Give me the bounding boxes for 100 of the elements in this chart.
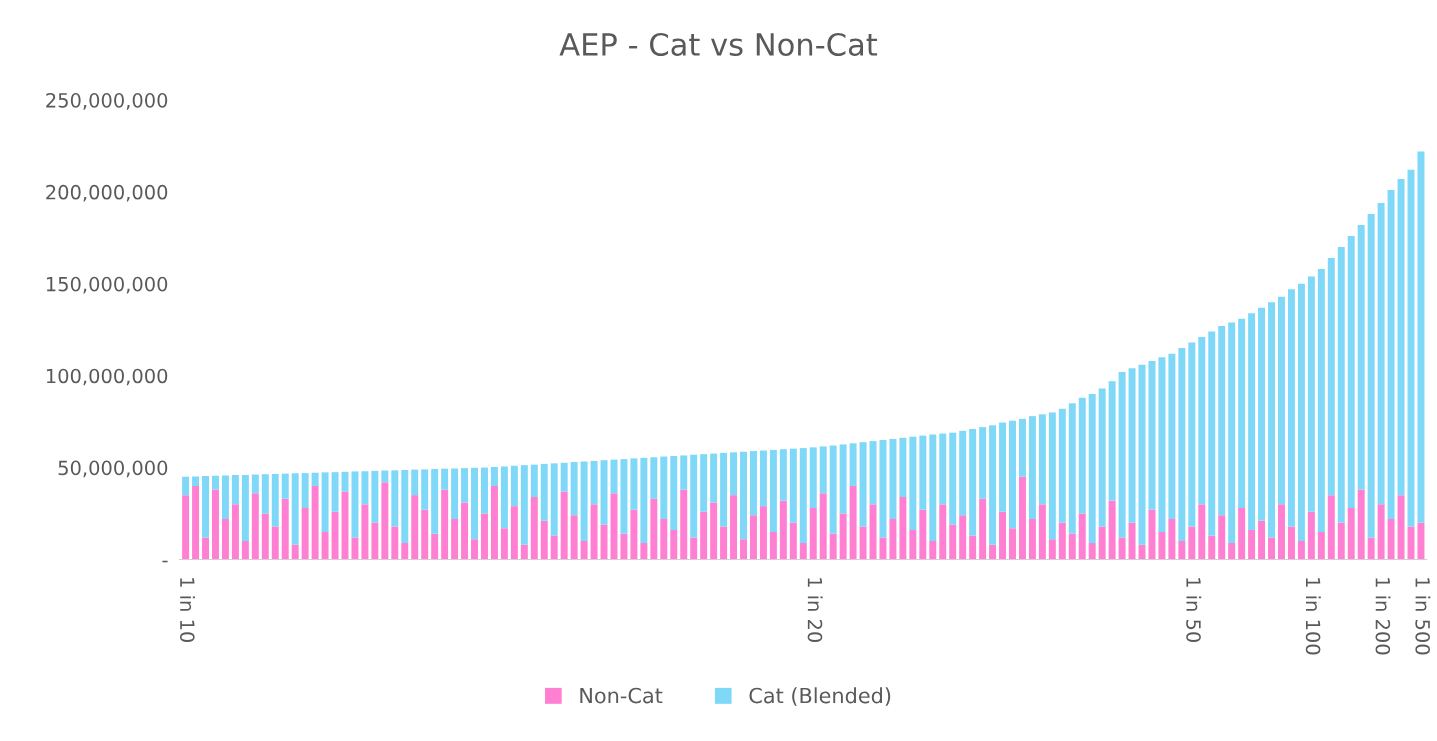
bar — [490, 485, 498, 560]
bar — [829, 533, 837, 560]
bar — [959, 430, 967, 516]
bar — [411, 469, 419, 496]
bar — [1377, 202, 1385, 505]
bar — [1038, 504, 1046, 560]
bar — [351, 537, 359, 560]
bar — [1248, 530, 1256, 560]
bar — [391, 526, 399, 560]
bar — [919, 509, 927, 560]
bar — [1088, 542, 1096, 560]
bar — [1337, 247, 1345, 523]
x-tick-label: 1 in 500 — [1415, 578, 1431, 655]
bar — [1009, 528, 1016, 560]
bar — [889, 519, 897, 560]
bar — [421, 509, 429, 560]
bar — [650, 457, 658, 499]
bar — [1048, 412, 1056, 540]
bar — [1357, 225, 1365, 490]
bar — [182, 495, 190, 560]
bar — [630, 458, 638, 510]
bar — [520, 544, 528, 560]
bar — [789, 448, 797, 523]
bar — [1258, 307, 1266, 521]
bar — [1268, 537, 1276, 560]
bar — [909, 436, 917, 531]
bar — [1148, 509, 1156, 560]
x-tick-label: 1 in 100 — [1305, 578, 1321, 655]
bar — [550, 463, 558, 536]
bar — [670, 530, 678, 560]
bar — [969, 428, 977, 536]
bar — [1367, 213, 1375, 538]
bar — [351, 471, 359, 538]
bar — [999, 422, 1007, 512]
bar — [560, 462, 568, 492]
bar — [1058, 522, 1066, 560]
bar — [1327, 258, 1335, 496]
bar — [480, 467, 488, 514]
bar — [560, 491, 568, 560]
bar — [421, 469, 429, 510]
bar — [500, 466, 508, 529]
bar — [261, 513, 269, 560]
bar — [979, 427, 987, 499]
bar — [939, 433, 947, 505]
bar — [192, 485, 200, 560]
bar — [759, 450, 767, 507]
bar — [859, 442, 867, 527]
bar — [530, 464, 538, 497]
bar — [202, 537, 210, 560]
bar — [939, 504, 947, 560]
bar — [1327, 495, 1335, 560]
bar — [431, 533, 439, 560]
bar — [949, 432, 957, 525]
bar — [1417, 522, 1425, 560]
bar — [1208, 535, 1216, 560]
bar — [1009, 420, 1016, 529]
bar — [461, 468, 469, 503]
bar — [281, 498, 289, 560]
bar — [1347, 508, 1355, 560]
bar — [291, 473, 299, 545]
bar — [1038, 414, 1046, 505]
bar — [690, 537, 698, 560]
bar — [1228, 542, 1236, 560]
bar — [1188, 342, 1196, 527]
bar — [1307, 511, 1315, 560]
bar — [949, 524, 957, 560]
bar — [251, 493, 259, 560]
bar — [401, 469, 409, 543]
bar — [660, 519, 668, 560]
bar — [809, 447, 817, 508]
bar — [1218, 326, 1226, 516]
bar — [251, 474, 259, 494]
y-tick-label: 200,000,000 — [46, 184, 168, 202]
bar — [1397, 495, 1405, 560]
bar — [411, 495, 419, 560]
bar — [331, 472, 339, 512]
bar — [839, 444, 847, 514]
bar — [919, 435, 927, 510]
bar — [221, 475, 229, 520]
x-tick-label: 1 in 20 — [807, 578, 823, 643]
bar — [1317, 531, 1325, 560]
bar — [1098, 388, 1106, 527]
bar — [451, 468, 459, 520]
bar — [819, 446, 827, 494]
bar — [1238, 508, 1246, 560]
bar — [740, 451, 747, 540]
bar — [471, 539, 478, 560]
chart-title: AEP - Cat vs Non-Cat — [559, 32, 878, 57]
bar — [1108, 500, 1116, 560]
bar — [1278, 504, 1285, 560]
bar — [769, 531, 777, 560]
bar — [650, 498, 658, 560]
bar — [281, 473, 289, 499]
bar — [271, 474, 279, 527]
bar — [630, 509, 638, 560]
bar — [1258, 520, 1266, 560]
bar — [620, 459, 628, 534]
bar — [690, 454, 698, 538]
bar — [999, 511, 1007, 560]
bar — [361, 504, 369, 560]
